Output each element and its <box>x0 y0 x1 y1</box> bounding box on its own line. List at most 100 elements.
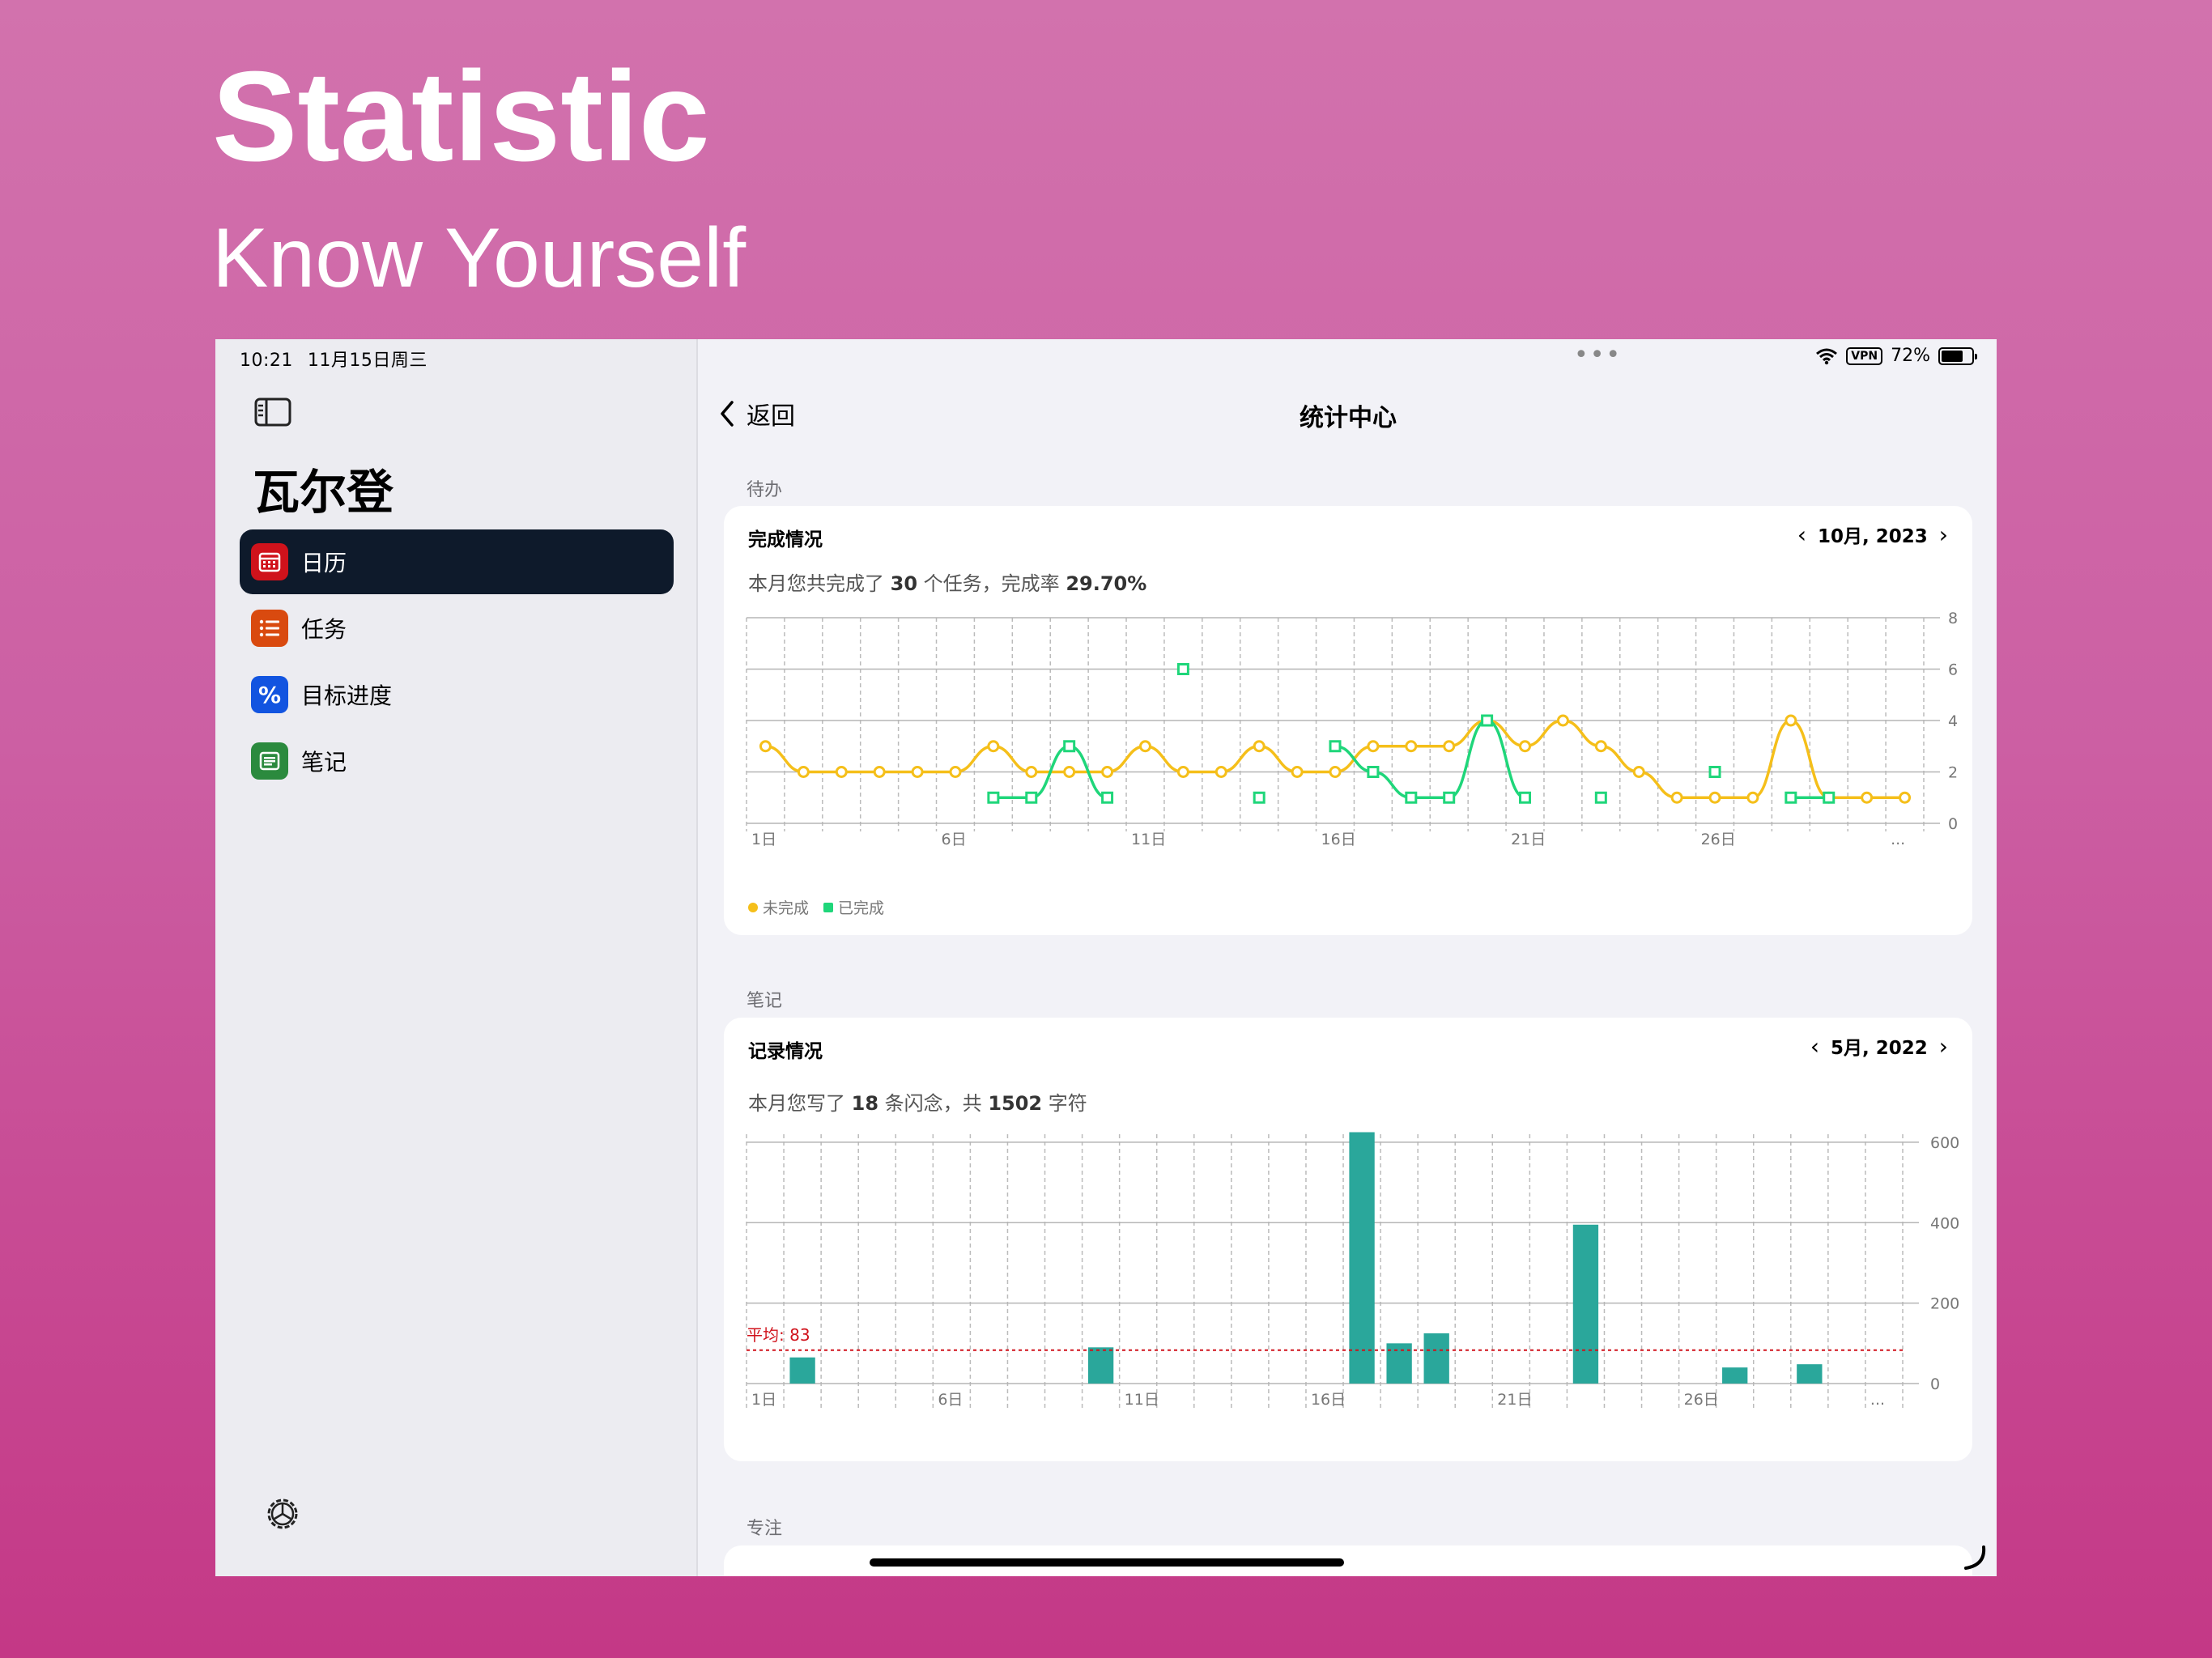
sidebar-item-label: 目标进度 <box>301 682 393 709</box>
data-point <box>987 740 1000 753</box>
back-label: 返回 <box>747 402 795 431</box>
x-tick-label: ... <box>1891 831 1905 848</box>
resize-handle-icon[interactable] <box>1961 1544 1989 1571</box>
summary-text: 本月您共完成了 <box>748 572 891 595</box>
y-tick-label: 600 <box>1930 1134 1959 1152</box>
series-complete <box>987 663 1836 804</box>
data-point <box>911 766 924 778</box>
data-point <box>1101 766 1114 778</box>
y-tick-label: 400 <box>1930 1214 1959 1232</box>
data-point <box>1556 714 1569 727</box>
data-point <box>1405 740 1418 753</box>
data-point <box>835 766 848 778</box>
data-point <box>1594 740 1607 753</box>
home-indicator[interactable] <box>870 1558 1344 1567</box>
data-point <box>1176 766 1189 778</box>
prev-month-button[interactable]: ‹ <box>1797 521 1807 548</box>
data-point <box>1708 791 1721 804</box>
y-tick-label: 0 <box>1930 1375 1940 1393</box>
x-tick-label: 11日 <box>1131 831 1166 848</box>
card-title: 完成情况 <box>748 529 823 551</box>
data-point <box>1823 791 1836 804</box>
multitasking-dots-icon[interactable]: ••• <box>1574 341 1623 369</box>
prev-month-button[interactable]: ‹ <box>1810 1032 1820 1060</box>
data-point <box>1519 791 1532 804</box>
next-month-button[interactable]: › <box>1938 521 1948 548</box>
data-point <box>1138 740 1151 753</box>
sidebar-item-label: 日历 <box>301 550 347 576</box>
todo-summary: 本月您共完成了 30 个任务，完成率 29.70% <box>748 568 1146 596</box>
legend-item-incomplete: 未完成 <box>748 896 809 918</box>
sidebar-toggle-icon[interactable] <box>254 397 291 427</box>
todo-stats-card: 完成情况 ‹ 10月, 2023 › 本月您共完成了 30 个任务，完成率 29… <box>724 506 1972 935</box>
notes-stats-card: 记录情况 ‹ 5月, 2022 › 本月您写了 18 条闪念，共 1502 字符… <box>724 1018 1972 1461</box>
data-point <box>1746 791 1759 804</box>
data-point <box>1443 740 1456 753</box>
settings-gear-icon[interactable] <box>264 1495 301 1533</box>
card-title: 记录情况 <box>748 1041 823 1062</box>
sidebar-item-label: 笔记 <box>301 749 347 776</box>
y-tick-label: 8 <box>1948 610 1958 627</box>
summary-count: 30 <box>890 572 918 595</box>
x-tick-label: 16日 <box>1311 1391 1346 1409</box>
chevron-left-icon <box>721 401 734 427</box>
note-icon <box>251 742 288 780</box>
data-point <box>1214 766 1227 778</box>
sidebar: 10:21 11月15日周三 瓦尔登 日历 任务 % 目标进度 <box>215 339 698 1576</box>
x-tick-label: 1日 <box>751 1391 776 1409</box>
data-point <box>797 766 810 778</box>
summary-chars: 1502 <box>988 1092 1043 1115</box>
summary-text: 个任务，完成率 <box>917 572 1066 595</box>
summary-text: 字符 <box>1042 1092 1087 1115</box>
data-point <box>1101 791 1114 804</box>
bar <box>1572 1224 1599 1384</box>
y-tick-label: 6 <box>1948 661 1958 679</box>
summary-text: 本月您写了 <box>748 1092 852 1115</box>
next-month-button[interactable]: › <box>1938 1032 1948 1060</box>
main-content: ••• VPN 72% 返回 统计中心 待办 完成情况 ‹ 10月, 2023 … <box>700 339 1997 1576</box>
x-tick-label: 26日 <box>1684 1391 1719 1409</box>
sidebar-item-goals[interactable]: % 目标进度 <box>240 662 674 727</box>
data-point <box>1367 766 1380 778</box>
section-label-notes: 笔记 <box>747 991 783 1011</box>
summary-text: 条闪念，共 <box>878 1092 989 1115</box>
data-point <box>1708 766 1721 778</box>
data-point <box>1632 766 1645 778</box>
legend-item-complete: 已完成 <box>823 896 884 918</box>
x-tick-label: 6日 <box>938 1391 963 1409</box>
y-tick-label: 2 <box>1948 764 1958 782</box>
y-tick-label: 4 <box>1948 712 1958 730</box>
bar <box>1349 1132 1375 1384</box>
page-title: 统计中心 <box>1300 404 1397 432</box>
data-point <box>1405 791 1418 804</box>
x-tick-label: 21日 <box>1511 831 1546 848</box>
period-label: 5月, 2022 <box>1831 1038 1928 1059</box>
average-label: 平均: 83 <box>747 1325 810 1345</box>
data-point <box>1253 740 1266 753</box>
data-point <box>1176 663 1189 675</box>
data-point <box>1367 740 1380 753</box>
list-icon <box>251 610 288 647</box>
sidebar-item-tasks[interactable]: 任务 <box>240 596 674 661</box>
calendar-icon <box>251 543 288 580</box>
x-tick-label: 16日 <box>1321 831 1356 848</box>
data-point <box>1670 791 1683 804</box>
todo-line-chart: 0 2 4 6 8 1日 6日 11日 16日 21日 26日... <box>746 610 1958 848</box>
battery-icon <box>1938 346 1977 365</box>
sidebar-item-label: 任务 <box>301 616 347 643</box>
wifi-icon <box>1816 348 1838 364</box>
promo-title: Statistic <box>212 45 710 188</box>
sidebar-item-notes[interactable]: 笔记 <box>240 729 674 793</box>
x-tick-label: 26日 <box>1701 831 1736 848</box>
data-point <box>1329 766 1342 778</box>
data-point <box>1025 766 1038 778</box>
back-button[interactable]: 返回 <box>717 396 795 432</box>
percent-icon: % <box>251 676 288 713</box>
section-label-focus: 专注 <box>747 1519 783 1539</box>
data-point <box>1329 740 1342 753</box>
sidebar-item-calendar[interactable]: 日历 <box>240 529 674 594</box>
bar <box>1797 1364 1823 1384</box>
series-incomplete <box>759 714 1912 804</box>
status-date: 11月15日周三 <box>307 351 428 371</box>
bar <box>1087 1347 1114 1384</box>
